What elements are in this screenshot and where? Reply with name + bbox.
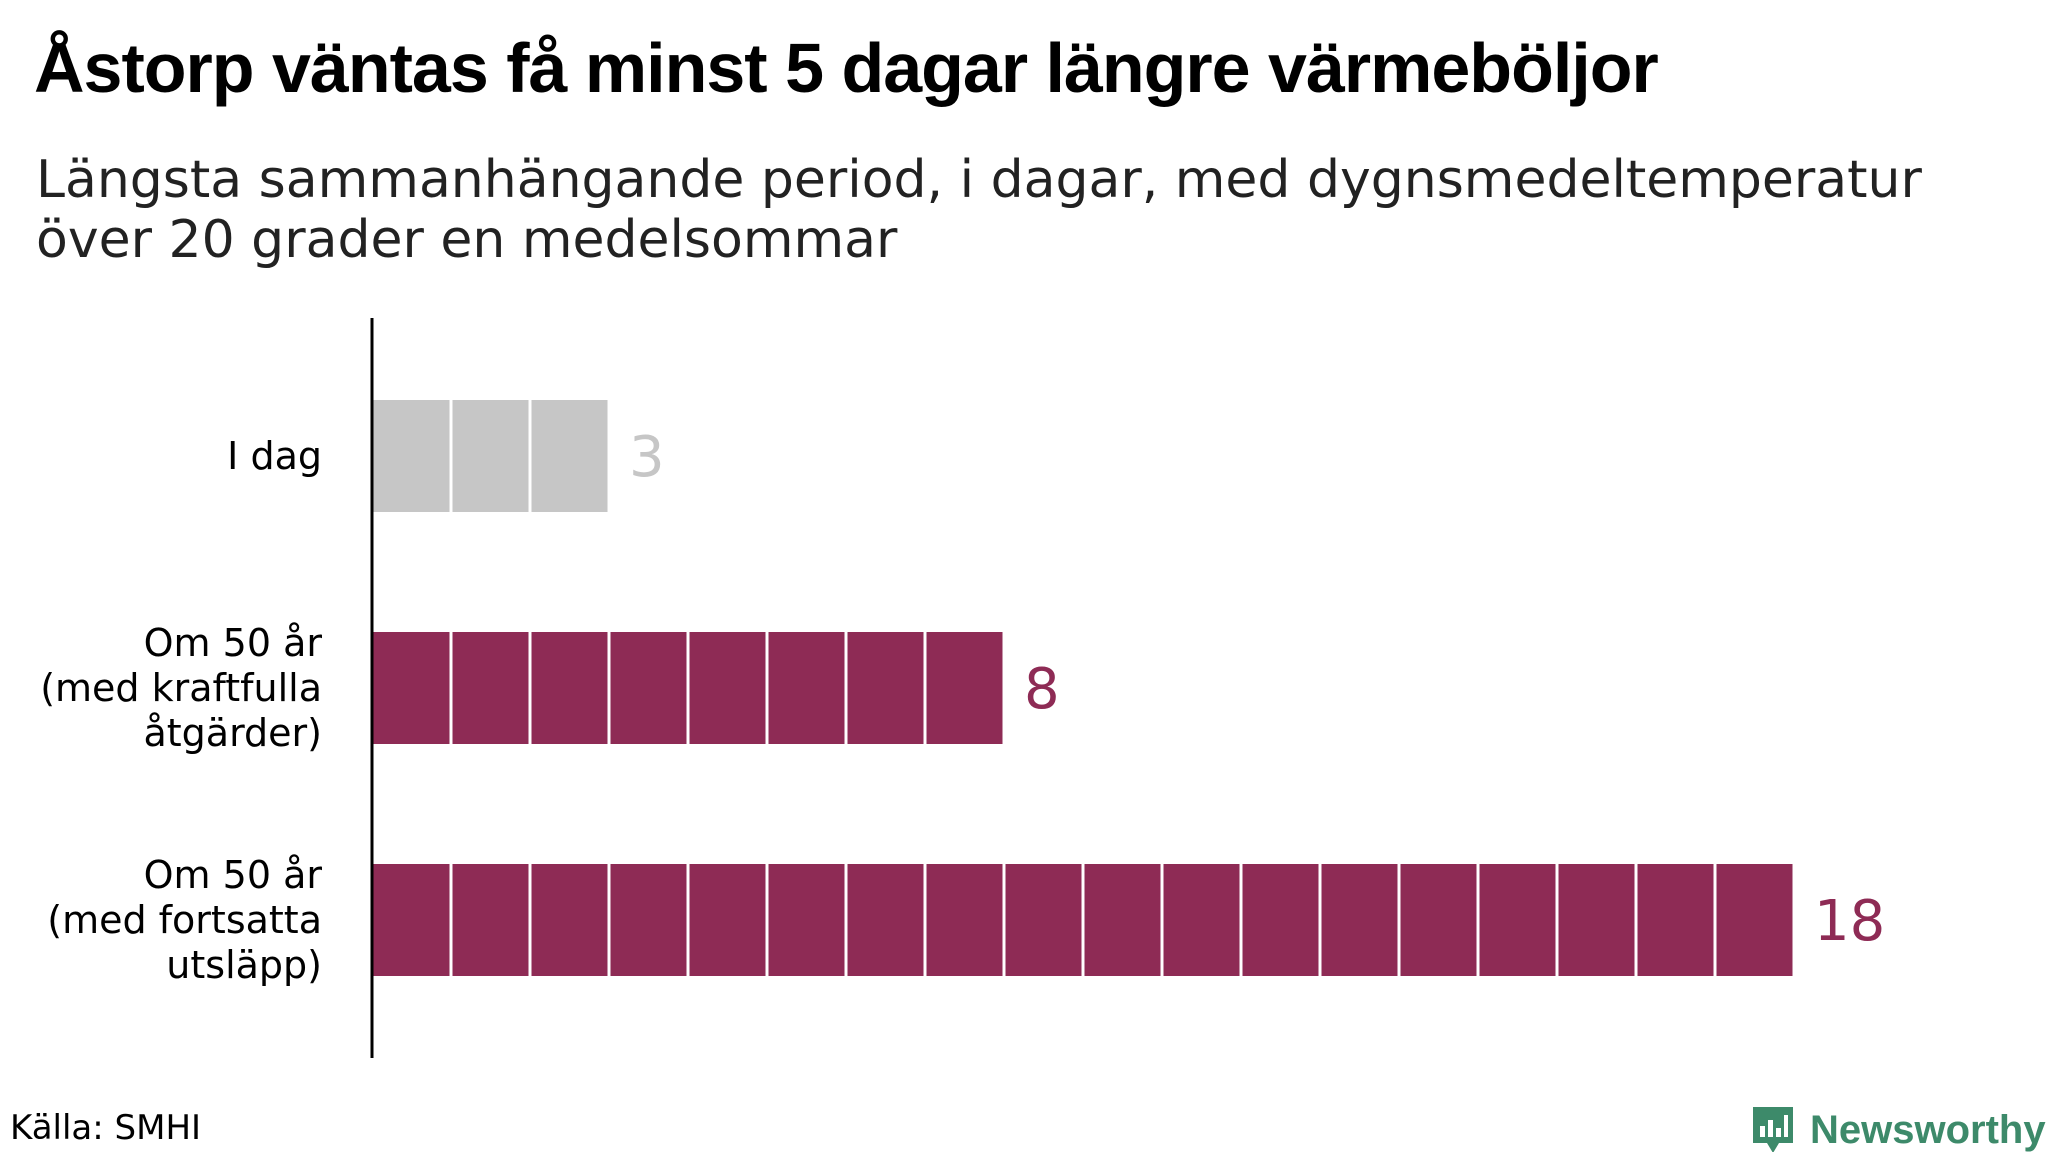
category-label-line: (med kraftfulla [40, 666, 322, 710]
bar-block [1476, 861, 1559, 979]
bar-block [1318, 861, 1401, 979]
brand-name: Newsworthy [1810, 1107, 2046, 1152]
bar-row-2: Om 50 år (med kraftfulla åtgärder) 8 [40, 621, 1059, 755]
category-label-line: I dag [227, 434, 322, 478]
bar-block [1634, 861, 1717, 979]
category-label-line: utsläpp) [166, 943, 322, 987]
value-label: 3 [629, 425, 665, 490]
category-label-line: (med fortsatta [47, 898, 322, 942]
bar-block [1555, 861, 1638, 979]
bar-block [607, 861, 690, 979]
category-label-line: Om 50 år [144, 853, 323, 897]
source-note: Källa: SMHI [10, 1108, 202, 1148]
subtitle-line-1: Längsta sammanhängande period, i dagar, … [36, 150, 1922, 210]
bar-block [923, 629, 1006, 747]
brand-logo: Newsworthy [1750, 1100, 2046, 1152]
bar-block [1002, 861, 1085, 979]
category-label: Om 50 år (med fortsatta utsläpp) [47, 853, 322, 987]
bar-row-1: I dag 3 [227, 397, 665, 515]
bar-block [370, 397, 453, 515]
bar-block [686, 629, 769, 747]
bar-chart-speech-bubble-icon [1753, 1107, 1793, 1152]
bar-block [1713, 861, 1796, 979]
bar-block [607, 629, 690, 747]
bar-row-3: Om 50 år (med fortsatta utsläpp) 18 [47, 853, 1885, 987]
bar-block [528, 629, 611, 747]
bar-block [449, 861, 532, 979]
bar-block [686, 861, 769, 979]
bar-block [1081, 861, 1164, 979]
bar-block [449, 397, 532, 515]
bar-block [1397, 861, 1480, 979]
bar-block [1239, 861, 1322, 979]
bar-block [844, 861, 927, 979]
bar-block [923, 861, 1006, 979]
category-label-line: Om 50 år [144, 621, 323, 665]
bar-block [528, 861, 611, 979]
bar-block [528, 397, 611, 515]
category-label: Om 50 år (med kraftfulla åtgärder) [40, 621, 322, 755]
chart-subtitle: Längsta sammanhängande period, i dagar, … [36, 150, 1996, 270]
bar-block [1160, 861, 1243, 979]
bar-block [844, 629, 927, 747]
chart-title: Åstorp väntas få minst 5 dagar längre vä… [34, 29, 1659, 107]
bar-block [765, 861, 848, 979]
category-label-line: åtgärder) [144, 711, 323, 755]
category-label: I dag [227, 434, 322, 478]
bar-block [765, 629, 848, 747]
bar-block [370, 629, 453, 747]
bar-block [370, 861, 453, 979]
value-label: 8 [1024, 657, 1060, 722]
bar-block [449, 629, 532, 747]
value-label: 18 [1814, 889, 1885, 954]
subtitle-line-2: över 20 grader en medelsommar [36, 210, 898, 270]
